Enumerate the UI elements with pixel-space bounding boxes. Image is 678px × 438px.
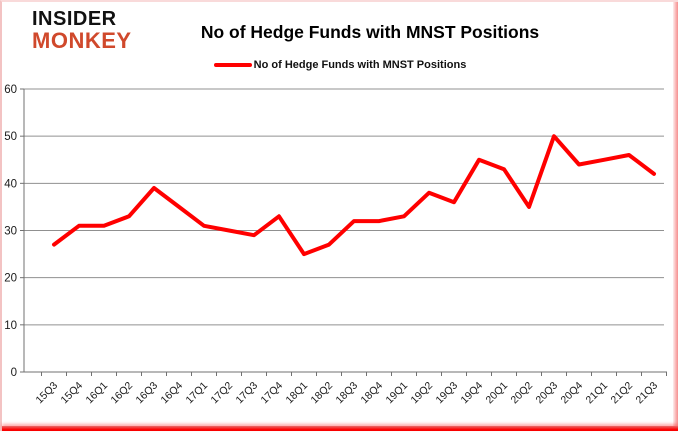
x-tick-label: 18Q3 [333,380,360,407]
chart-header: INSIDER MONKEY No of Hedge Funds with MN… [2,2,678,82]
x-tick-label: 20Q2 [508,380,535,407]
x-tick-label: 16Q2 [108,380,135,407]
legend-line-swatch [213,63,252,67]
y-axis-labels: 0 10 20 30 40 50 60 [4,84,17,379]
y-tick-label: 40 [4,178,17,190]
insider-monkey-logo[interactable]: INSIDER MONKEY [32,9,132,52]
plot-area: 0 10 20 30 40 50 60 15Q3 15Q4 16Q1 16Q2 16Q3 16Q4 17Q… [2,82,678,433]
frame-right-edge [673,2,678,431]
x-tick-label: 21Q2 [608,380,635,407]
axes [20,88,667,376]
x-axis-labels: 15Q315Q416Q116Q216Q316Q417Q117Q217Q317Q4… [33,380,660,407]
x-tick-label: 16Q4 [158,380,185,407]
y-tick-label: 0 [11,367,17,379]
logo-line-monkey: MONKEY [32,28,132,53]
y-tick-label: 50 [4,131,17,143]
logo-line-insider: INSIDER [32,8,117,30]
x-tick-label: 16Q3 [133,380,160,407]
y-tick-label: 60 [4,84,17,96]
x-tick-label: 15Q4 [58,380,85,407]
x-tick-label: 21Q3 [633,380,660,407]
frame-bottom-edge [2,426,678,431]
gridlines [24,88,664,326]
y-tick-label: 30 [4,226,17,238]
x-tick-label: 20Q4 [558,380,585,407]
x-tick-label: 18Q1 [283,380,310,407]
series-line [52,134,656,257]
x-tick-label: 19Q4 [458,380,485,407]
chart-legend: No of Hedge Funds with MNST Positions [2,59,678,71]
chart-title: No of Hedge Funds with MNST Positions [200,22,540,42]
x-tick-label: 20Q1 [483,380,510,407]
x-tick-label: 17Q2 [208,380,235,407]
x-tick-label: 20Q3 [533,380,560,407]
x-tick-label: 16Q1 [83,380,110,407]
y-tick-label: 10 [4,320,17,332]
y-tick-label: 20 [4,273,17,285]
line-chart: 010203040506015Q315Q416Q116Q216Q316Q417Q… [4,84,667,407]
x-tick-label: 15Q3 [33,380,60,407]
x-tick-label: 18Q2 [308,380,335,407]
series-lines [52,134,656,257]
x-tick-label: 21Q1 [583,380,610,407]
x-tick-label: 19Q3 [433,380,460,407]
x-tick-label: 17Q1 [183,380,210,407]
x-tick-label: 19Q2 [408,380,435,407]
x-tick-label: 19Q1 [383,380,410,407]
x-tick-label: 17Q4 [258,380,285,407]
x-tick-label: 18Q4 [358,380,385,407]
legend-label: No of Hedge Funds with MNST Positions [253,59,467,71]
x-tick-label: 17Q3 [233,380,260,407]
